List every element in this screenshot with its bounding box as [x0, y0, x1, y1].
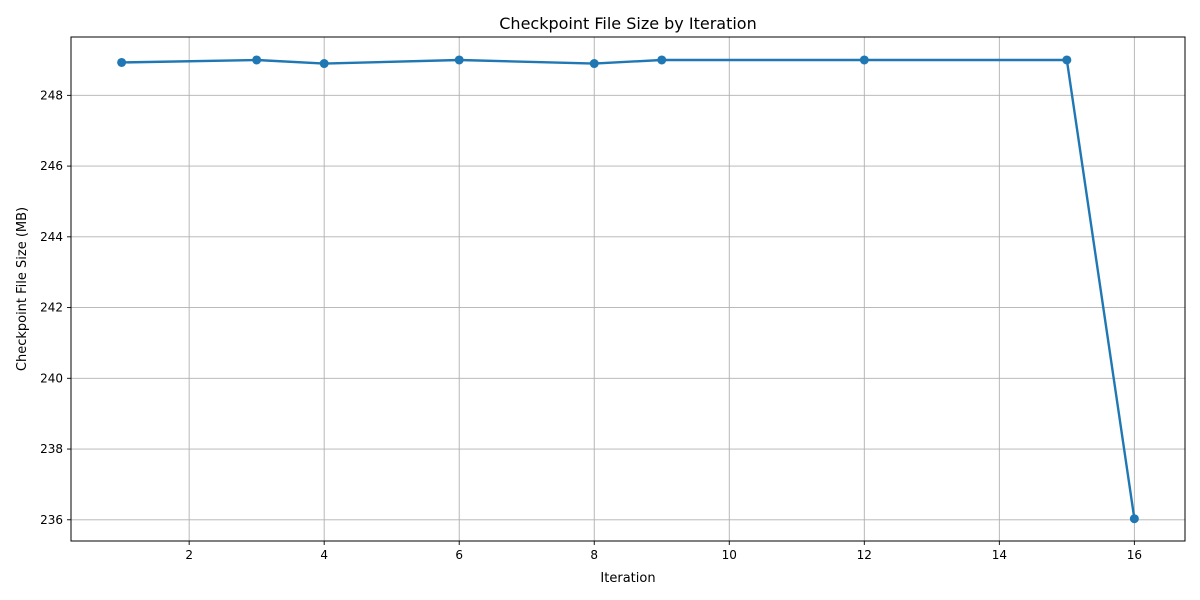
y-tick-label: 240 — [40, 371, 63, 385]
y-tick-label: 238 — [40, 442, 63, 456]
chart-title: Checkpoint File Size by Iteration — [499, 14, 756, 33]
y-tick-label: 246 — [40, 159, 63, 173]
vertical-grid-lines — [188, 37, 1135, 541]
data-point — [454, 55, 464, 65]
y-tick-label: 248 — [40, 88, 63, 102]
x-tick-label: 16 — [1127, 548, 1142, 562]
data-point — [252, 55, 262, 65]
x-tick-label: 4 — [320, 548, 328, 562]
x-tick-label: 14 — [992, 548, 1007, 562]
data-point — [117, 57, 127, 67]
horizontal-grid-lines — [71, 94, 1185, 521]
y-axis-label: Checkpoint File Size (MB) — [15, 207, 30, 371]
y-axis-ticks: 236 238 240 242 244 246 248 — [40, 88, 71, 527]
x-tick-label: 2 — [185, 548, 193, 562]
plot-area-frame — [70, 36, 1186, 542]
x-axis-ticks: 2 4 6 8 10 12 14 16 — [185, 541, 1142, 562]
x-tick-label: 6 — [455, 548, 463, 562]
data-point — [657, 55, 667, 65]
x-tick-label: 8 — [590, 548, 598, 562]
x-tick-label: 12 — [857, 548, 872, 562]
data-point — [319, 59, 329, 69]
series-layer — [117, 55, 1139, 524]
y-tick-label: 244 — [40, 230, 63, 244]
data-point — [1062, 55, 1072, 65]
x-axis-label: Iteration — [600, 571, 655, 586]
data-point — [1129, 514, 1139, 524]
x-tick-label: 10 — [722, 548, 737, 562]
y-tick-label: 242 — [40, 301, 63, 315]
data-point — [589, 59, 599, 69]
y-tick-label: 236 — [40, 513, 63, 527]
data-point — [859, 55, 869, 65]
